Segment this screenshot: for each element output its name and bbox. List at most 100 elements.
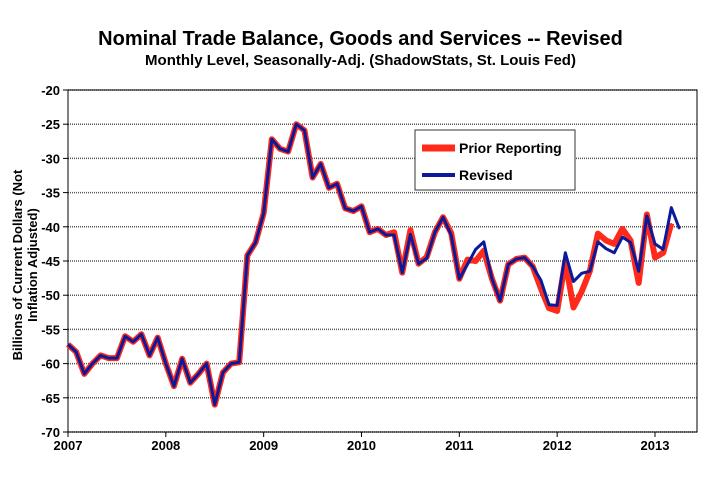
data-point	[458, 278, 460, 280]
data-point	[613, 243, 615, 245]
data-point	[434, 231, 436, 233]
y-tick-label: -60	[41, 357, 60, 372]
data-point	[181, 358, 183, 360]
y-tick-label: -40	[41, 220, 60, 235]
data-point	[361, 205, 362, 207]
data-point	[466, 263, 468, 265]
data-point	[206, 363, 208, 365]
data-point	[556, 310, 558, 312]
y-tick-label: -70	[41, 425, 60, 440]
data-point	[507, 263, 509, 265]
data-point	[409, 233, 411, 235]
series-line-revised	[66, 122, 681, 407]
data-point	[442, 216, 444, 218]
data-point	[572, 307, 574, 309]
data-point	[670, 207, 672, 209]
data-point	[662, 248, 664, 250]
data-point	[320, 163, 322, 165]
data-point	[124, 335, 126, 337]
data-point	[189, 382, 191, 384]
data-point	[572, 281, 574, 283]
data-point	[654, 257, 656, 259]
x-tick-label: 2009	[249, 438, 278, 453]
data-point	[83, 373, 85, 375]
y-tick-label: -45	[41, 254, 60, 269]
data-point	[646, 215, 648, 217]
y-tick-label: -35	[41, 186, 60, 201]
data-point	[149, 354, 151, 356]
data-point	[483, 241, 485, 243]
data-point	[491, 278, 493, 280]
data-point	[556, 304, 558, 306]
data-point	[499, 300, 501, 302]
data-point	[621, 236, 623, 238]
data-point	[524, 257, 526, 259]
data-point	[255, 242, 257, 244]
data-point	[344, 207, 346, 209]
legend-label: Revised	[459, 167, 513, 183]
data-point	[116, 357, 118, 359]
x-tick-label: 2010	[347, 438, 376, 453]
legend-label: Prior Reporting	[459, 140, 562, 156]
y-tick-label: -55	[41, 322, 60, 337]
data-point	[295, 123, 297, 125]
data-point	[409, 229, 411, 231]
data-point	[638, 270, 640, 272]
data-point	[238, 361, 240, 363]
data-point	[483, 250, 485, 252]
data-point	[605, 248, 607, 250]
chart-title: Nominal Trade Balance, Goods and Service…	[98, 28, 623, 50]
data-point	[75, 351, 77, 353]
data-point	[214, 404, 216, 406]
data-point	[157, 337, 159, 339]
y-tick-label: -50	[41, 288, 60, 303]
x-tick-label: 2012	[543, 438, 572, 453]
data-point	[393, 231, 395, 233]
data-point	[654, 243, 656, 245]
x-tick-label: 2013	[641, 438, 670, 453]
data-point	[263, 212, 265, 214]
x-tick-label: 2007	[54, 438, 83, 453]
data-point	[401, 272, 403, 274]
y-tick-label: -65	[41, 391, 60, 406]
data-point	[426, 257, 428, 259]
data-point	[589, 270, 591, 272]
data-point	[173, 385, 175, 387]
data-point	[312, 177, 314, 179]
data-point	[91, 363, 93, 365]
data-point	[597, 233, 599, 235]
data-point	[197, 373, 199, 375]
data-point	[369, 231, 371, 233]
data-point	[108, 357, 110, 359]
data-point	[393, 234, 395, 236]
data-point	[328, 187, 330, 189]
data-point	[540, 279, 542, 281]
data-point	[222, 371, 224, 373]
data-point	[466, 259, 468, 261]
data-point	[279, 148, 281, 150]
data-point	[630, 242, 632, 244]
data-point	[581, 272, 583, 274]
legend-box	[414, 129, 576, 191]
data-point	[621, 228, 623, 230]
data-point	[100, 354, 102, 356]
data-point	[638, 282, 640, 284]
data-point	[450, 234, 452, 236]
data-point	[246, 255, 248, 257]
data-point	[670, 222, 672, 224]
data-point	[303, 129, 305, 131]
data-point	[230, 363, 232, 365]
data-point	[271, 138, 273, 140]
data-point	[352, 210, 354, 212]
y-tick-label: -30	[41, 151, 60, 166]
plot-frame	[67, 89, 698, 433]
data-point	[287, 151, 289, 153]
data-point	[385, 234, 387, 236]
data-point	[165, 363, 167, 365]
data-point	[532, 265, 534, 267]
data-point	[475, 260, 477, 262]
series-line-prior-reporting	[65, 121, 675, 408]
data-point	[67, 343, 69, 345]
